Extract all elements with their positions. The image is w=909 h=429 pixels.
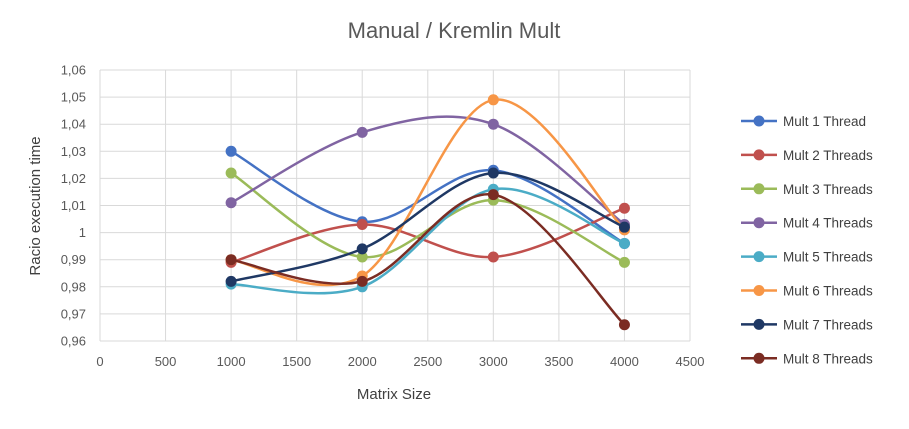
y-axis-ticks: 0,96 0,97 0,98 0,99 1 1,01 1,02 1,03 1,04 1,05 1,0… <box>61 63 86 349</box>
y-tick-label: 1,04 <box>61 117 86 132</box>
legend-label: Mult 6 Threads <box>783 284 873 299</box>
legend-marker <box>753 115 765 127</box>
series-line <box>230 115 626 226</box>
x-tick-label: 4500 <box>676 354 705 369</box>
x-axis-ticks: 0 500 1000 1500 2000 2500 3000 3500 4000 4500 <box>96 354 704 369</box>
chart-title: Manual / Kremlin Mult <box>348 18 561 43</box>
data-point <box>356 243 368 255</box>
data-point <box>487 118 499 130</box>
y-tick-label: 1,03 <box>61 144 86 159</box>
y-tick-label: 0,97 <box>61 306 86 321</box>
data-point <box>356 251 368 263</box>
y-tick-label: 1,02 <box>61 171 86 186</box>
legend-label: Mult 3 Threads <box>783 182 873 197</box>
y-tick-label: 1,05 <box>61 90 86 105</box>
data-point <box>487 167 499 179</box>
data-point <box>618 319 630 331</box>
legend-item: Mult 6 Threads <box>741 284 873 299</box>
data-point <box>487 189 499 201</box>
x-tick-label: 1500 <box>282 354 311 369</box>
x-tick-label: 3000 <box>479 354 508 369</box>
series-line <box>230 171 625 283</box>
data-point <box>356 218 368 230</box>
legend-marker <box>753 217 765 229</box>
data-point <box>618 256 630 268</box>
legend-item: Mult 1 Thread <box>741 114 866 129</box>
legend-label: Mult 1 Thread <box>783 114 866 129</box>
y-tick-label: 1,06 <box>61 63 86 78</box>
data-point <box>225 197 237 209</box>
data-point <box>618 237 630 249</box>
legend-item: Mult 5 Threads <box>741 250 873 265</box>
grid <box>99 69 691 342</box>
legend-marker <box>753 318 765 330</box>
data-point <box>225 254 237 266</box>
x-tick-label: 0 <box>96 354 103 369</box>
series-line <box>230 193 626 326</box>
legend-item: Mult 7 Threads <box>741 317 873 332</box>
legend-marker <box>753 149 765 161</box>
series-4 <box>225 115 630 230</box>
series-line <box>231 187 625 295</box>
series-line <box>230 207 625 264</box>
series-line <box>230 98 626 287</box>
y-tick-label: 1 <box>79 225 86 240</box>
x-tick-label: 500 <box>155 354 177 369</box>
legend-label: Mult 7 Threads <box>783 317 873 332</box>
x-tick-label: 1000 <box>217 354 246 369</box>
y-tick-label: 0,99 <box>61 252 86 267</box>
x-tick-label: 4000 <box>610 354 639 369</box>
legend-marker <box>753 352 765 364</box>
data-point <box>618 202 630 214</box>
data-point <box>225 145 237 157</box>
series-8 <box>225 189 630 331</box>
x-tick-label: 2000 <box>348 354 377 369</box>
legend-marker <box>753 251 765 263</box>
series-layer <box>225 94 630 331</box>
y-tick-label: 0,98 <box>61 279 86 294</box>
legend-label: Mult 2 Threads <box>783 148 873 163</box>
legend-item: Mult 4 Threads <box>741 216 873 231</box>
legend-item: Mult 8 Threads <box>741 351 873 366</box>
legend-item: Mult 2 Threads <box>741 148 873 163</box>
data-point <box>356 126 368 138</box>
data-point <box>487 94 499 106</box>
legend-marker <box>753 183 765 195</box>
legend-label: Mult 4 Threads <box>783 216 873 231</box>
legend-item: Mult 3 Threads <box>741 182 873 197</box>
data-point <box>356 275 368 287</box>
data-point <box>487 251 499 263</box>
legend-label: Mult 5 Threads <box>783 250 873 265</box>
data-point <box>225 275 237 287</box>
legend: Mult 1 Thread Mult 2 Threads Mult 3 Thread… <box>741 114 873 366</box>
y-tick-label: 1,01 <box>61 198 86 213</box>
x-tick-label: 3500 <box>544 354 573 369</box>
x-tick-label: 2500 <box>413 354 442 369</box>
x-axis-title: Matrix Size <box>357 386 431 403</box>
y-axis-title: Racio execution time <box>27 136 44 275</box>
data-point <box>618 221 630 233</box>
series-line <box>230 150 626 245</box>
legend-marker <box>753 285 765 296</box>
y-tick-label: 0,96 <box>61 334 86 349</box>
legend-label: Mult 8 Threads <box>783 351 873 366</box>
data-point <box>225 167 237 179</box>
series-7 <box>225 167 630 287</box>
